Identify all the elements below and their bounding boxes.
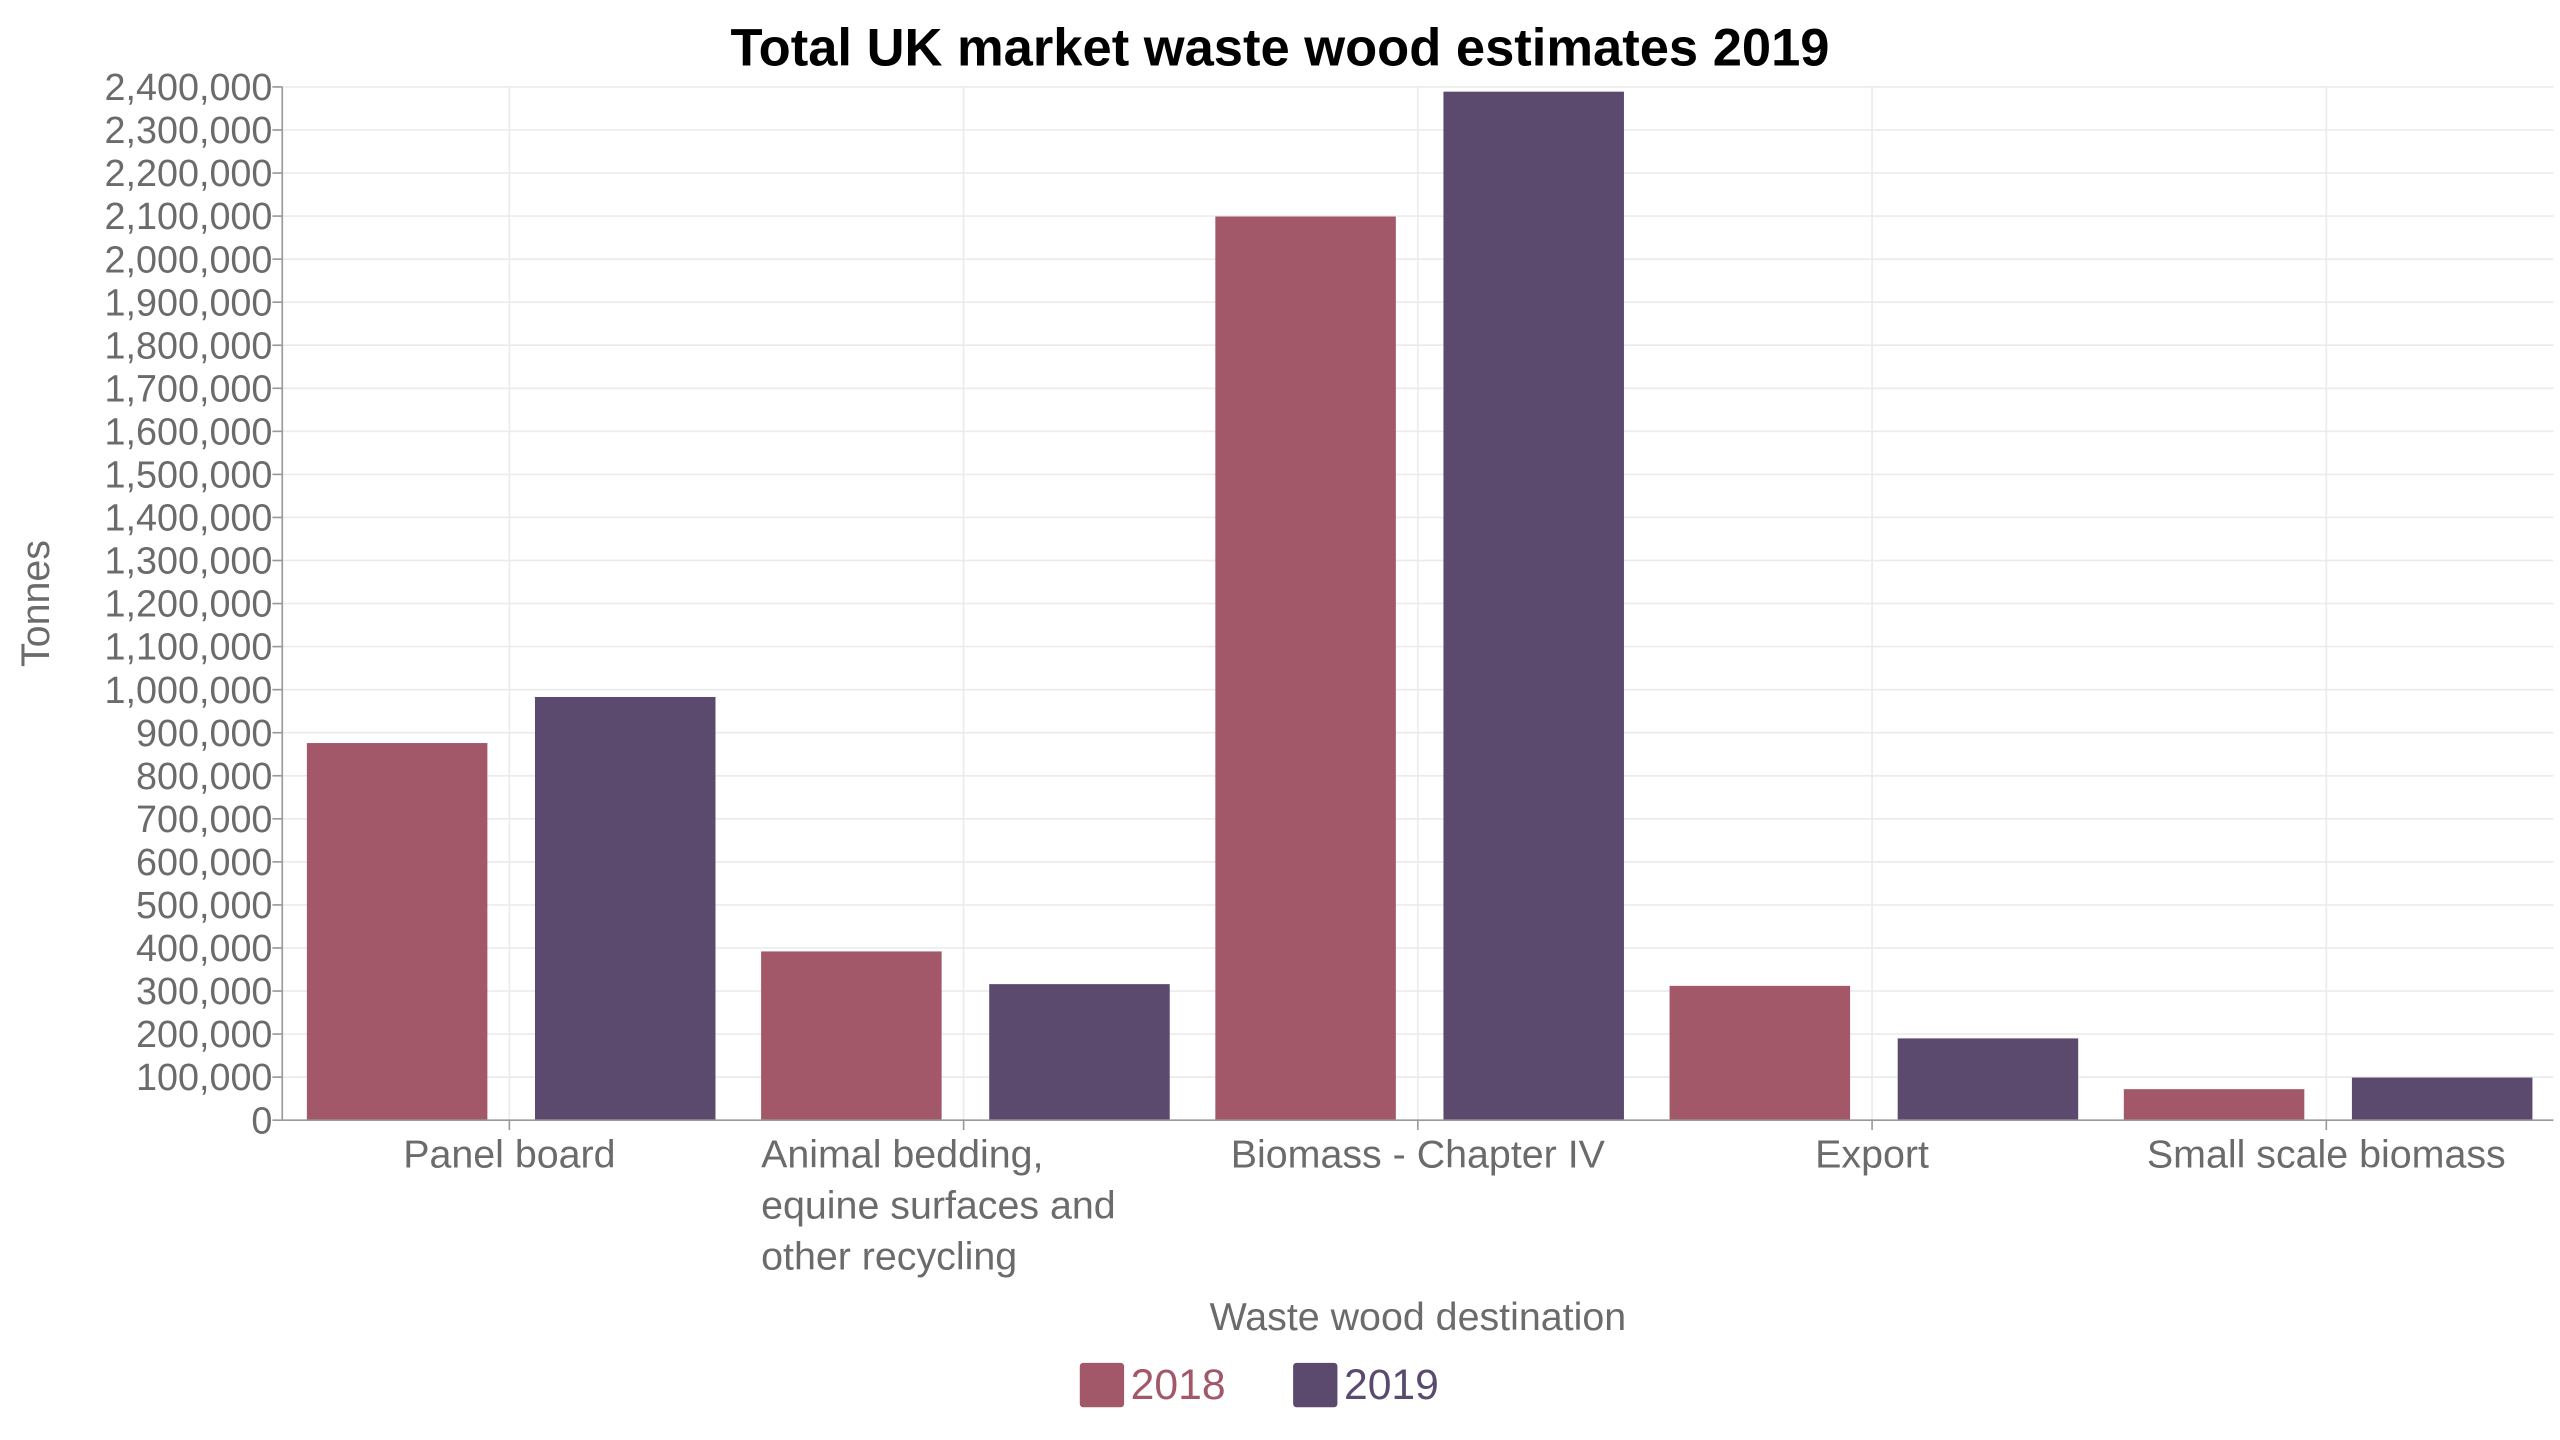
bar-2019-1 bbox=[989, 984, 1170, 1121]
y-tick-label: 1,700,000 bbox=[105, 367, 273, 409]
y-tick-label: 1,100,000 bbox=[105, 626, 273, 668]
bar-2019-2 bbox=[1443, 91, 1624, 1121]
y-tick-label: 400,000 bbox=[136, 927, 272, 969]
legend: 2018 2019 bbox=[1079, 1361, 1439, 1409]
y-tick-label: 200,000 bbox=[136, 1013, 272, 1055]
y-tick-label: 1,000,000 bbox=[105, 669, 273, 711]
y-tick-label: 2,300,000 bbox=[105, 109, 273, 151]
y-tick-label: 0 bbox=[251, 1099, 272, 1141]
bar-2018-0 bbox=[306, 743, 488, 1121]
bars bbox=[306, 91, 2533, 1121]
y-tick-label: 300,000 bbox=[136, 970, 272, 1012]
bar-2019-0 bbox=[534, 696, 716, 1121]
y-tick-label: 1,600,000 bbox=[105, 410, 273, 452]
bar-2018-3 bbox=[1669, 985, 1851, 1121]
x-tick-label: Animal bedding, equine surfaces and other … bbox=[761, 1133, 1116, 1279]
y-tick-label: 2,400,000 bbox=[105, 66, 273, 108]
bar-2018-1 bbox=[761, 951, 942, 1121]
y-tick-label: 100,000 bbox=[136, 1056, 272, 1098]
x-axis-ticks: Panel board Animal bedding, equine surface… bbox=[403, 1120, 2506, 1278]
x-tick-label: Panel board bbox=[403, 1133, 615, 1177]
chart-title: Total UK market waste wood estimates 201… bbox=[730, 19, 1829, 78]
x-axis-title: Waste wood destination bbox=[1210, 1295, 1627, 1339]
legend-label-2019: 2019 bbox=[1344, 1361, 1439, 1409]
x-tick-label: Biomass - Chapter IV bbox=[1231, 1133, 1606, 1177]
y-tick-label: 900,000 bbox=[136, 712, 272, 754]
y-axis-title: Tonnes bbox=[14, 540, 58, 667]
y-tick-label: 700,000 bbox=[136, 798, 272, 840]
legend-swatch-2018 bbox=[1079, 1362, 1125, 1408]
y-tick-label: 2,100,000 bbox=[105, 195, 273, 237]
y-axis-ticks: 0100,000200,000300,000400,000500,000600,… bbox=[105, 66, 283, 1141]
legend-swatch-2019 bbox=[1293, 1362, 1338, 1408]
y-tick-label: 2,200,000 bbox=[105, 152, 273, 194]
x-tick-label: Export bbox=[1815, 1133, 1929, 1177]
x-tick-label: Small scale biomass bbox=[2147, 1133, 2506, 1177]
y-tick-label: 1,400,000 bbox=[105, 497, 273, 539]
y-tick-label: 1,800,000 bbox=[105, 324, 273, 366]
y-tick-label: 800,000 bbox=[136, 755, 272, 797]
y-tick-label: 1,500,000 bbox=[105, 454, 273, 496]
y-tick-label: 1,300,000 bbox=[105, 540, 273, 582]
bar-2018-2 bbox=[1215, 216, 1396, 1121]
y-tick-label: 600,000 bbox=[136, 841, 272, 883]
y-tick-label: 1,900,000 bbox=[105, 281, 273, 323]
legend-label-2018: 2018 bbox=[1131, 1361, 1226, 1409]
y-tick-label: 2,000,000 bbox=[105, 238, 273, 280]
bar-2019-3 bbox=[1897, 1038, 2079, 1121]
bar-2018-4 bbox=[2123, 1089, 2305, 1121]
y-tick-label: 500,000 bbox=[136, 884, 272, 926]
bar-2019-4 bbox=[2351, 1077, 2533, 1121]
y-tick-label: 1,200,000 bbox=[105, 583, 273, 625]
